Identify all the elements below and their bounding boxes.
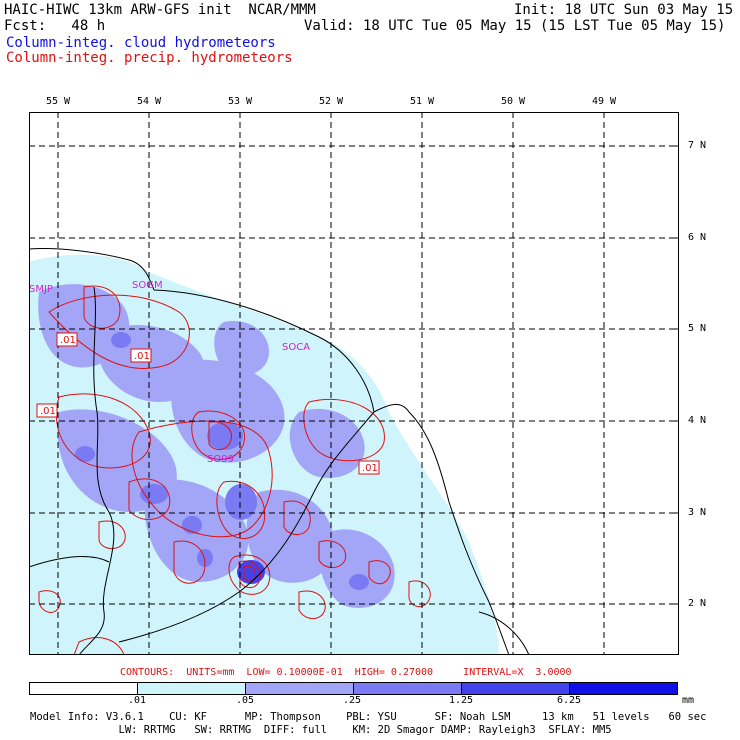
model-info-line1: Model Info: V3.6.1 CU: KF MP: Thompson P… bbox=[30, 711, 707, 723]
contour-label: .01 bbox=[362, 463, 378, 474]
header-field-cloud: Column-integ. cloud hydrometeors bbox=[6, 35, 276, 51]
colorbar-level: .05 bbox=[236, 695, 255, 706]
station-label-smjp: SMJP bbox=[29, 284, 53, 295]
colorbar-level: .01 bbox=[128, 695, 147, 706]
contour-label: .01 bbox=[40, 406, 56, 417]
header-model-title: HAIC-HIWC 13km ARW-GFS init NCAR/MMM bbox=[4, 2, 316, 18]
lat-label: 3 N bbox=[688, 507, 707, 518]
contour-label: .01 bbox=[134, 351, 150, 362]
lon-label: 53 W bbox=[227, 96, 253, 107]
station-label-soca: SOCA bbox=[282, 342, 310, 353]
lat-label: 2 N bbox=[688, 598, 707, 609]
header-forecast-hour: Fcst: 48 h bbox=[4, 18, 106, 34]
colorbar-segment-0 bbox=[29, 682, 138, 695]
political-borders bbox=[29, 248, 530, 655]
lat-label: 5 N bbox=[688, 323, 707, 334]
colorbar-segment-1 bbox=[137, 682, 246, 695]
graticule bbox=[29, 112, 679, 655]
map-panel: SMJP SOGM SOCA SO99 .01 .01 .01 .01 bbox=[29, 112, 679, 655]
colorbar-segment-4 bbox=[461, 682, 570, 695]
colorbar-segment-3 bbox=[353, 682, 462, 695]
header-valid-time: Valid: 18 UTC Tue 05 May 15 (15 LST Tue … bbox=[304, 18, 726, 34]
colorbar-level: 1.25 bbox=[449, 695, 474, 706]
colorbar-level: .25 bbox=[343, 695, 362, 706]
lat-label: 4 N bbox=[688, 415, 707, 426]
contour-info: CONTOURS: UNITS=mm LOW= 0.10000E-01 HIGH… bbox=[120, 667, 572, 678]
lon-label: 54 W bbox=[136, 96, 162, 107]
lat-label: 6 N bbox=[688, 232, 707, 243]
lat-label: 7 N bbox=[688, 140, 707, 151]
station-label-sogm: SOGM bbox=[132, 280, 163, 291]
header-init-time: Init: 18 UTC Sun 03 May 15 bbox=[514, 2, 734, 18]
lon-label: 55 W bbox=[45, 96, 71, 107]
colorbar-segment-2 bbox=[245, 682, 354, 695]
lon-label: 51 W bbox=[409, 96, 435, 107]
contour-value-labels: .01 .01 .01 .01 bbox=[36, 332, 380, 475]
colorbar-level: 6.25 bbox=[557, 695, 582, 706]
colorbar-segment-5 bbox=[569, 682, 678, 695]
colorbar-unit: mm bbox=[682, 695, 695, 706]
model-info-line2: LW: RRTMG SW: RRTMG DIFF: full KM: 2D Sm… bbox=[30, 724, 612, 736]
lon-label: 49 W bbox=[591, 96, 617, 107]
precip-contours bbox=[38, 285, 431, 655]
header-field-precip: Column-integ. precip. hydrometeors bbox=[6, 50, 293, 66]
map-frame bbox=[29, 112, 679, 655]
lon-label: 52 W bbox=[318, 96, 344, 107]
lon-label: 50 W bbox=[500, 96, 526, 107]
contour-label: .01 bbox=[60, 335, 76, 346]
station-label-so99: SO99 bbox=[207, 454, 234, 465]
